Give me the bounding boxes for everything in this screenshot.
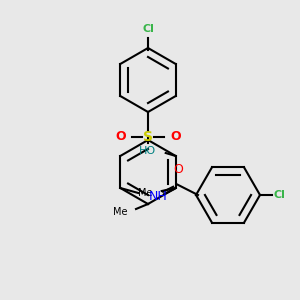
Text: NH: NH	[148, 190, 167, 202]
Text: Me: Me	[138, 188, 153, 198]
Text: O: O	[116, 130, 126, 143]
Text: Cl: Cl	[142, 24, 154, 34]
Text: S: S	[143, 130, 153, 144]
Text: Cl: Cl	[274, 190, 286, 200]
Text: HO: HO	[139, 146, 156, 156]
Text: O: O	[170, 130, 181, 143]
Text: O: O	[173, 163, 183, 176]
Text: Me: Me	[112, 207, 127, 217]
